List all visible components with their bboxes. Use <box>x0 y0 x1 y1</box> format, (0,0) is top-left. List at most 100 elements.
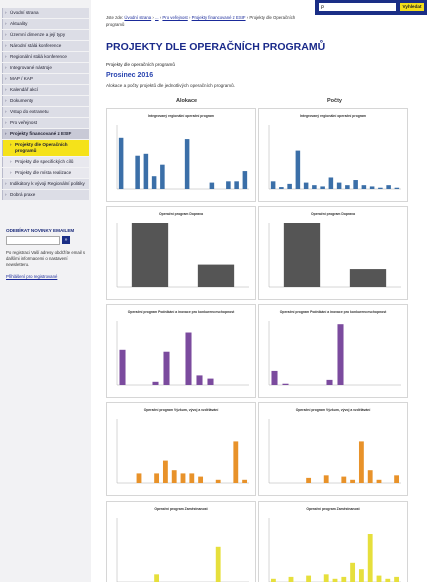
nav-item[interactable]: Projekty dle specifických cílů <box>2 157 89 167</box>
bar <box>233 441 239 483</box>
bar <box>152 381 159 385</box>
nav-item[interactable]: Aktuality <box>2 19 89 29</box>
bar <box>215 479 221 483</box>
bar <box>287 183 292 189</box>
bar <box>358 441 364 483</box>
search-input[interactable]: ρ <box>319 3 396 11</box>
bar <box>136 473 142 483</box>
breadcrumb-item[interactable]: Pro veřejnost <box>162 15 188 20</box>
nav-item[interactable]: Regionální stálá konference <box>2 52 89 62</box>
bar <box>326 379 333 385</box>
chart-box: Operační program Podnikání a inovace pro… <box>106 304 256 398</box>
login-link[interactable]: Přihlášení pro registrované <box>6 274 58 279</box>
chart: Operační program Výzkum, vývoj a vzděláv… <box>116 408 249 484</box>
period: Prosinec 2016 <box>106 72 154 79</box>
bar <box>171 470 177 483</box>
chart-box: Operační program Výzkum, vývoj a vzděláv… <box>258 402 408 496</box>
newsletter-title: ODEBÍRAT NOVINKY EMAILEM <box>6 228 75 233</box>
chart: Operační program Doprava <box>116 212 249 288</box>
email-input[interactable] <box>6 236 60 245</box>
nav-item[interactable]: Projekty dle místa realizace <box>2 168 89 178</box>
description: Alokace a počty projektů dle jednotlivýc… <box>106 83 235 88</box>
subscribe-button[interactable]: » <box>62 236 70 244</box>
bar <box>394 475 400 483</box>
chart: Operační program Podnikání a inovace pro… <box>268 310 401 386</box>
subtitle: Projekty dle operačních programů <box>106 62 175 67</box>
chart: Operační program Doprava <box>268 212 401 288</box>
chart-box: Operační program Podnikání a inovace pro… <box>258 304 408 398</box>
newsletter: ODEBÍRAT NOVINKY EMAILEM » Po registraci V… <box>6 228 86 279</box>
bar <box>345 185 350 189</box>
nav-item[interactable]: Dokumenty <box>2 96 89 106</box>
bar <box>303 182 309 189</box>
bar <box>306 477 312 483</box>
newsletter-row: » <box>6 236 86 245</box>
nav-item[interactable]: Úvodní strana <box>2 8 89 18</box>
chart-box: Operační program Doprava <box>258 206 408 300</box>
nav-item[interactable]: MAP / KAP <box>2 74 89 84</box>
bar <box>323 475 329 483</box>
chart-box: Integrovaný regionální operační program <box>258 108 408 202</box>
chart-title: Integrovaný regionální operační program <box>148 114 214 118</box>
bar <box>386 185 391 189</box>
chart: Integrovaný regionální operační program <box>268 114 401 190</box>
column-header: Alokace <box>176 98 198 104</box>
bar <box>283 223 321 287</box>
bar <box>163 351 170 385</box>
bar <box>312 185 317 189</box>
bar <box>279 187 284 189</box>
nav-item[interactable]: Národní stálá konference <box>2 41 89 51</box>
bar <box>328 177 334 189</box>
bar <box>215 546 221 582</box>
bar <box>160 164 165 189</box>
bar <box>358 569 364 582</box>
breadcrumb: Jste zde: Úvodní strana › ... › Pro veře… <box>106 15 296 27</box>
nav-item[interactable]: Územní dimenze a její typy <box>2 30 89 40</box>
chart-title: Operační program Doprava <box>159 212 203 216</box>
bar <box>378 187 383 189</box>
nav-item[interactable]: Kalendář akcí <box>2 85 89 95</box>
bar <box>337 324 344 385</box>
chart-box: Operační program Zaměstnanost <box>106 501 256 582</box>
breadcrumb-item[interactable]: Projekty financované z ESIF <box>191 15 246 20</box>
bar <box>143 153 149 189</box>
bar <box>226 181 231 189</box>
chart-title: Operační program Výzkum, vývoj a vzděláv… <box>144 408 220 412</box>
chart-title: Operační program Zaměstnanost <box>154 507 208 511</box>
bar <box>353 180 358 189</box>
chart-title: Integrovaný regionální operační program <box>300 114 366 118</box>
bar <box>270 181 276 189</box>
newsletter-note: Po registraci Vaší adresy obdržíte email… <box>6 250 85 267</box>
bar <box>385 578 391 582</box>
bar <box>154 574 160 582</box>
search-button[interactable]: Vyhledat <box>400 3 424 11</box>
nav-item[interactable]: Indikátory k vývoji Regionální politiky <box>2 179 89 189</box>
bar <box>271 370 278 385</box>
bar <box>282 383 289 385</box>
bar <box>180 473 186 483</box>
bar <box>242 479 248 483</box>
chart: Integrovaný regionální operační program <box>116 114 249 190</box>
bar <box>154 473 160 483</box>
bar <box>185 332 192 385</box>
bar <box>323 574 329 582</box>
nav-item[interactable]: Projekty dle Operačních programů <box>2 140 89 156</box>
chart: Operační program Podnikání a inovace pro… <box>116 310 249 386</box>
breadcrumb-item[interactable]: ... <box>155 15 159 20</box>
bar <box>341 576 347 582</box>
bar <box>189 473 195 483</box>
bar <box>184 139 190 189</box>
nav-item[interactable]: Pro veřejnost <box>2 118 89 128</box>
bar <box>320 186 325 189</box>
nav-item[interactable]: Projekty financované z ESIF <box>2 129 89 139</box>
bar <box>198 476 204 483</box>
chart-title: Operační program Zaměstnanost <box>306 507 360 511</box>
bar <box>196 375 203 385</box>
nav-item[interactable]: Vstup do extranetu <box>2 107 89 117</box>
bar <box>341 476 347 483</box>
sidebar: Úvodní stranaAktualityÚzemní dimenze a j… <box>0 0 91 582</box>
nav-item[interactable]: Integrované nástroje <box>2 63 89 73</box>
breadcrumb-item[interactable]: Úvodní strana <box>124 15 152 20</box>
nav-item[interactable]: Dobrá praxe <box>2 190 89 200</box>
